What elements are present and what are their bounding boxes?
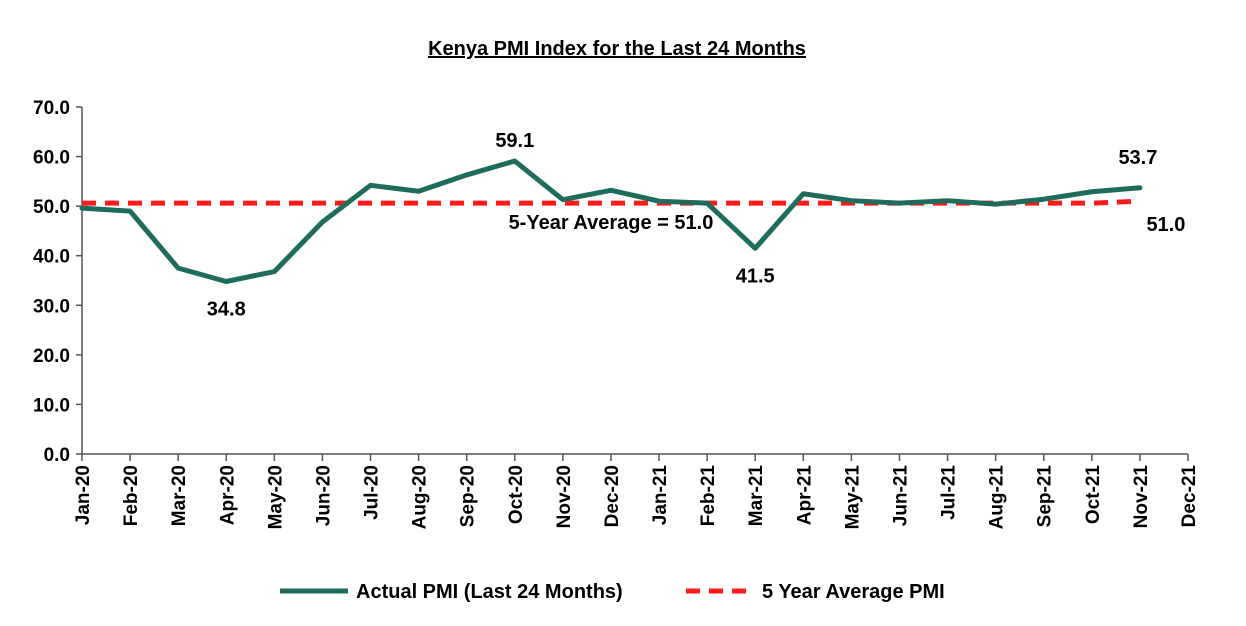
- x-tick-label: May-20: [265, 465, 286, 529]
- x-tick-label: Jan-20: [73, 465, 94, 525]
- x-tick-label: Nov-20: [554, 465, 575, 528]
- x-tick-label: Jun-21: [890, 465, 911, 527]
- y-tick-label: 70.0: [33, 98, 70, 119]
- x-tick-label: Mar-21: [746, 465, 767, 527]
- x-tick-label: Feb-20: [121, 465, 142, 526]
- x-tick-label: Aug-21: [987, 465, 1008, 530]
- y-tick-label: 50.0: [33, 197, 70, 218]
- chart-title: Kenya PMI Index for the Last 24 Months: [428, 38, 806, 60]
- y-tick-label: 30.0: [33, 296, 70, 317]
- x-tick-label: Jul-21: [939, 465, 960, 520]
- x-tick-label: Apr-21: [794, 465, 815, 526]
- x-tick-label: May-21: [842, 465, 863, 530]
- legend: Actual PMI (Last 24 Months) 5 Year Averag…: [280, 581, 945, 603]
- y-tick-label: 60.0: [33, 148, 70, 169]
- x-tick-label: Jan-21: [650, 465, 671, 526]
- x-tick-label: Dec-20: [602, 465, 623, 527]
- x-tick-label: Oct-20: [506, 465, 527, 524]
- y-tick-label: 40.0: [33, 247, 70, 268]
- legend-actual-label: Actual PMI (Last 24 Months): [356, 581, 623, 603]
- x-tick-label: Aug-20: [410, 465, 431, 529]
- data-label: 51.0: [1146, 214, 1185, 236]
- x-tick-label: Jul-20: [362, 465, 383, 520]
- y-tick-label: 0.0: [44, 445, 70, 466]
- x-tick-label: Dec-21: [1179, 465, 1200, 528]
- x-tick-label: Sep-20: [458, 465, 479, 527]
- data-label: 53.7: [1118, 147, 1157, 169]
- data-label: 59.1: [495, 130, 534, 152]
- average-annotation: 5-Year Average = 51.0: [509, 212, 714, 234]
- data-label: 41.5: [736, 265, 775, 287]
- x-tick-label: Feb-21: [698, 465, 719, 527]
- x-tick-label: Nov-21: [1131, 465, 1152, 529]
- x-tick-label: Mar-20: [169, 465, 190, 526]
- actual-pmi-line: [79, 158, 1143, 284]
- x-tick-label: Oct-21: [1083, 465, 1104, 525]
- data-label: 34.8: [207, 298, 246, 320]
- y-tick-label: 10.0: [33, 395, 70, 416]
- legend-average-label: 5 Year Average PMI: [762, 581, 945, 603]
- y-tick-label: 20.0: [33, 346, 70, 367]
- series-layer: [79, 158, 1143, 284]
- axes-layer: 0.0 10.0 20.0 30.0 40.0 50.0 60.0 70.0 Jan-20 Feb…: [33, 98, 1200, 529]
- x-tick-label: Apr-20: [217, 465, 238, 525]
- data-label-layer: 34.8 59.1 41.5 53.7 51.0 5-Year Average = 51.…: [207, 130, 1186, 320]
- x-tick-label: Jun-20: [313, 465, 334, 526]
- x-tick-label: Sep-21: [1035, 465, 1056, 528]
